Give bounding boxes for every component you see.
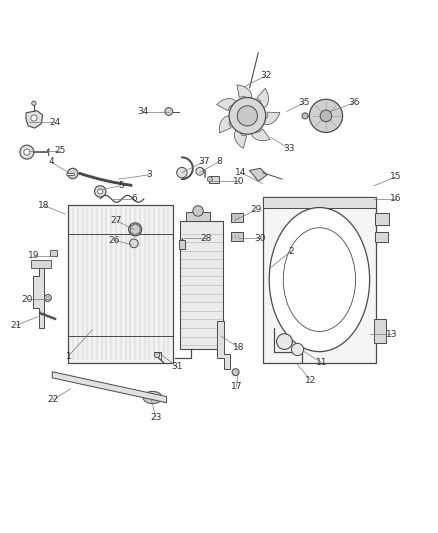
Circle shape <box>154 352 159 358</box>
Bar <box>263 197 376 207</box>
Text: 6: 6 <box>131 195 137 203</box>
Text: 10: 10 <box>233 177 244 186</box>
Circle shape <box>130 239 138 248</box>
Circle shape <box>67 168 78 179</box>
Circle shape <box>302 113 308 119</box>
Circle shape <box>31 115 37 121</box>
Text: 4: 4 <box>48 157 54 166</box>
Circle shape <box>24 149 30 155</box>
Polygon shape <box>237 85 251 101</box>
Ellipse shape <box>283 228 356 332</box>
Text: 16: 16 <box>390 195 402 203</box>
Polygon shape <box>26 111 42 128</box>
Circle shape <box>95 185 106 197</box>
Polygon shape <box>130 224 140 235</box>
Text: 15: 15 <box>390 173 402 182</box>
Bar <box>209 176 219 183</box>
Polygon shape <box>33 268 44 328</box>
Text: 25: 25 <box>54 146 65 155</box>
Circle shape <box>129 223 142 236</box>
Circle shape <box>177 167 187 178</box>
Circle shape <box>20 145 34 159</box>
Circle shape <box>44 294 51 302</box>
Text: 22: 22 <box>47 395 59 404</box>
Text: 29: 29 <box>251 205 262 214</box>
Text: 30: 30 <box>255 233 266 243</box>
Circle shape <box>237 106 258 126</box>
Text: 13: 13 <box>386 330 397 338</box>
Polygon shape <box>219 115 232 133</box>
Text: 33: 33 <box>283 144 295 153</box>
Polygon shape <box>261 112 280 125</box>
Bar <box>375 231 389 243</box>
Circle shape <box>277 334 292 350</box>
Ellipse shape <box>143 391 162 403</box>
Circle shape <box>32 101 36 106</box>
Text: 19: 19 <box>28 251 39 260</box>
Text: 18: 18 <box>233 343 244 352</box>
Polygon shape <box>217 321 230 369</box>
Text: 11: 11 <box>316 358 327 367</box>
Text: 21: 21 <box>10 321 21 330</box>
Circle shape <box>229 98 266 134</box>
Polygon shape <box>217 99 238 111</box>
Text: 5: 5 <box>118 181 124 190</box>
Circle shape <box>98 189 103 194</box>
Circle shape <box>196 167 204 175</box>
Circle shape <box>320 110 332 122</box>
Bar <box>375 213 389 225</box>
Bar <box>186 212 210 221</box>
Polygon shape <box>52 372 166 403</box>
Text: 14: 14 <box>235 168 247 177</box>
Polygon shape <box>250 168 267 181</box>
Bar <box>180 221 223 350</box>
Text: 26: 26 <box>109 236 120 245</box>
Text: 3: 3 <box>146 171 152 179</box>
Bar <box>68 205 173 362</box>
Circle shape <box>291 343 304 356</box>
Circle shape <box>309 99 343 133</box>
Circle shape <box>193 206 203 216</box>
Text: 23: 23 <box>150 413 161 422</box>
Circle shape <box>46 297 49 299</box>
Ellipse shape <box>269 207 370 352</box>
Text: 32: 32 <box>261 71 272 80</box>
Text: 18: 18 <box>38 201 49 210</box>
Text: 12: 12 <box>305 376 316 384</box>
Circle shape <box>165 108 173 116</box>
Text: 36: 36 <box>349 98 360 107</box>
Polygon shape <box>234 127 247 148</box>
Text: 28: 28 <box>200 233 212 243</box>
Text: 37: 37 <box>198 157 209 166</box>
Bar <box>50 251 57 256</box>
Text: 20: 20 <box>21 295 32 304</box>
Text: 1: 1 <box>66 351 71 360</box>
Polygon shape <box>250 129 270 141</box>
Text: 2: 2 <box>288 247 294 256</box>
Bar <box>231 232 243 241</box>
Text: 17: 17 <box>231 382 242 391</box>
Text: 31: 31 <box>172 362 183 372</box>
Text: 34: 34 <box>137 107 148 116</box>
Text: 35: 35 <box>298 98 310 107</box>
Text: 8: 8 <box>216 157 222 166</box>
Bar <box>31 261 51 268</box>
Circle shape <box>232 369 239 376</box>
Bar <box>231 213 243 222</box>
Bar <box>179 240 185 249</box>
Polygon shape <box>257 88 268 110</box>
Circle shape <box>207 176 212 182</box>
Text: 27: 27 <box>111 216 122 225</box>
Text: 24: 24 <box>49 118 61 127</box>
Bar <box>374 319 386 343</box>
Bar <box>263 197 376 362</box>
